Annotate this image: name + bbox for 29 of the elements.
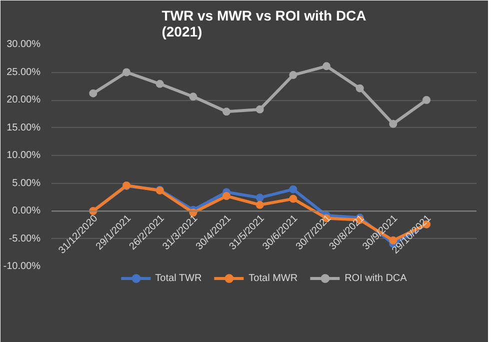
point	[122, 68, 130, 76]
legend-label: Total MWR	[248, 272, 298, 284]
chart-title: TWR vs MWR vs ROI with DCA (2021)	[162, 8, 366, 40]
legend-label: ROI with DCA	[344, 272, 407, 284]
point	[389, 120, 398, 128]
point	[322, 62, 330, 70]
y-tick-label: 20.00%	[6, 94, 41, 106]
point	[222, 108, 230, 116]
y-tick-label: 30.00%	[6, 39, 41, 50]
point	[256, 200, 264, 209]
point	[222, 192, 230, 200]
y-tick-label: 5.00%	[12, 178, 41, 189]
y-tick-label: 10.00%	[6, 150, 41, 161]
y-tick-label: 15.00%	[6, 122, 41, 134]
point	[256, 194, 264, 202]
point	[289, 71, 298, 80]
y-tick-label: 25.00%	[6, 66, 41, 78]
point	[422, 96, 430, 104]
point	[256, 105, 264, 114]
y-tick-label: -5.00%	[8, 233, 41, 244]
point	[289, 194, 298, 203]
y-tick-label: 0.00%	[12, 206, 41, 216]
point	[289, 185, 298, 194]
point	[156, 80, 164, 88]
y-tick-label: -10.00%	[3, 261, 41, 272]
point	[89, 89, 98, 98]
point	[356, 84, 364, 92]
point	[189, 92, 198, 101]
legend-label: Total TWR	[155, 272, 202, 284]
